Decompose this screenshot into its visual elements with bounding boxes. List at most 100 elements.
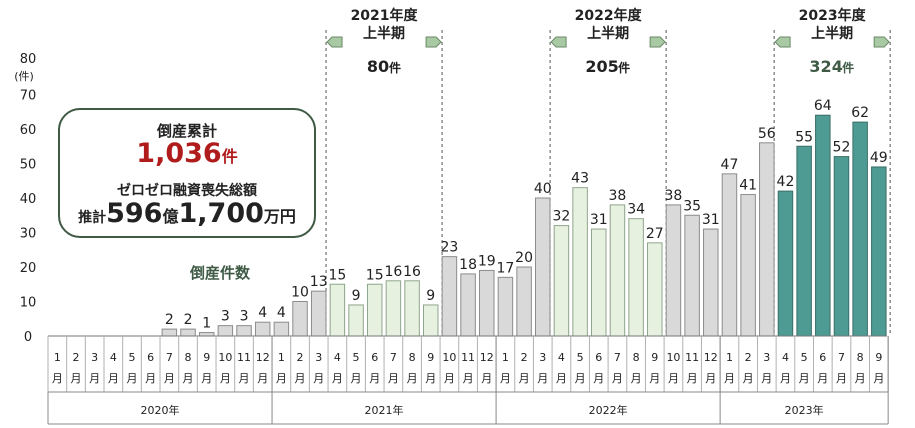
month-number-label: 4: [110, 351, 117, 364]
bar: [796, 145, 812, 337]
month-suffix-label: 月: [817, 372, 828, 385]
month-suffix-label: 月: [332, 372, 343, 385]
month-suffix-label: 月: [89, 372, 100, 385]
bar: [422, 304, 439, 337]
period-count-unit: 件: [389, 60, 401, 75]
cumulative-title: 倒産累計: [156, 122, 217, 140]
bar-value-label: 31: [702, 212, 720, 228]
month-number-label: 7: [390, 351, 397, 364]
month-number-label: 6: [595, 351, 602, 364]
bar: [310, 290, 327, 337]
bar: [740, 194, 756, 337]
month-suffix-label: 月: [687, 372, 698, 385]
bar: [180, 328, 196, 337]
month-suffix-label: 月: [649, 372, 660, 385]
arrow-right-icon: [649, 36, 666, 48]
bar-value-label: 32: [553, 209, 571, 225]
month-suffix-label: 月: [183, 372, 194, 385]
bar: [553, 225, 570, 337]
loss-title: ゼロゼロ融資喪失総額: [117, 183, 257, 199]
month-number-label: 9: [427, 351, 434, 364]
month-suffix-label: 月: [257, 372, 268, 385]
year-label: 2022年: [589, 403, 628, 417]
month-suffix-label: 月: [743, 372, 754, 385]
month-number-label: 12: [704, 351, 718, 364]
bar-value-label: 38: [609, 188, 627, 204]
month-number-label: 2: [521, 351, 528, 364]
month-number-label: 4: [782, 351, 789, 364]
bar: [833, 156, 850, 337]
bar: [516, 266, 532, 337]
loss-amount: 推計596億1,700万円: [60, 198, 314, 229]
y-tick-label: 0: [24, 330, 32, 345]
month-number-label: 2: [297, 351, 304, 364]
bar: [273, 321, 290, 337]
month-number-label: 11: [685, 351, 699, 364]
bar: [628, 218, 644, 337]
month-suffix-label: 月: [724, 372, 735, 385]
period-count: 205: [585, 57, 618, 76]
month-suffix-label: 月: [164, 372, 175, 385]
bar: [217, 325, 234, 337]
month-number-label: 4: [334, 351, 341, 364]
month-suffix-label: 月: [705, 372, 716, 385]
month-number-label: 7: [838, 351, 845, 364]
month-number-label: 3: [91, 351, 98, 364]
loss-prefix: 推計: [78, 210, 107, 226]
bar: [460, 273, 476, 337]
month-suffix-label: 月: [351, 372, 362, 385]
month-suffix-label: 月: [780, 372, 791, 385]
bar-value-label: 16: [384, 264, 402, 280]
series-label: 倒産件数: [190, 264, 251, 282]
bar: [385, 280, 402, 337]
month-suffix-label: 月: [444, 372, 455, 385]
month-number-label: 12: [256, 351, 270, 364]
month-suffix-label: 月: [313, 372, 324, 385]
bar-value-label: 42: [777, 174, 795, 190]
period-count: 80: [367, 57, 389, 76]
bar: [366, 283, 383, 337]
bar-value-label: 35: [683, 198, 701, 214]
month-suffix-label: 月: [500, 372, 511, 385]
month-number-label: 4: [558, 351, 565, 364]
month-suffix-label: 月: [220, 372, 231, 385]
bar-value-label: 52: [833, 140, 851, 156]
bar-value-label: 40: [534, 181, 552, 197]
period-subtitle: 上半期: [811, 25, 853, 42]
period-count-unit: 件: [618, 60, 630, 75]
bar-value-label: 10: [291, 285, 309, 301]
bar: [572, 187, 588, 337]
month-number-label: 2: [745, 351, 752, 364]
bar: [292, 301, 308, 337]
bar-value-label: 31: [590, 212, 608, 228]
period-title: 2023年度: [799, 7, 867, 24]
bar: [684, 214, 700, 337]
loss-unit-b: 万円: [263, 207, 296, 226]
bar-value-label: 43: [571, 171, 589, 187]
month-suffix-label: 月: [201, 372, 212, 385]
month-suffix-label: 月: [71, 372, 82, 385]
month-number-label: 1: [54, 351, 61, 364]
bar-value-label: 55: [795, 129, 813, 145]
month-suffix-label: 月: [761, 372, 772, 385]
bar-value-label: 9: [426, 288, 435, 304]
month-suffix-label: 月: [52, 372, 63, 385]
month-number-label: 10: [218, 351, 232, 364]
bar-value-label: 34: [627, 202, 645, 218]
month-suffix-label: 月: [575, 372, 586, 385]
arrow-right-icon: [873, 36, 890, 48]
month-number-label: 8: [633, 351, 640, 364]
bar-value-label: 49: [870, 150, 888, 166]
bar: [647, 242, 663, 337]
y-axis-top-label: 80: [20, 52, 37, 67]
month-number-label: 9: [651, 351, 658, 364]
month-number-label: 7: [166, 351, 173, 364]
bar-value-label: 4: [277, 305, 286, 321]
arrow-left-icon: [326, 36, 343, 48]
bar: [777, 190, 794, 337]
month-suffix-label: 月: [388, 372, 399, 385]
bar: [703, 228, 719, 337]
bar-value-label: 17: [497, 260, 515, 276]
month-suffix-label: 月: [239, 372, 250, 385]
month-suffix-label: 月: [407, 372, 418, 385]
